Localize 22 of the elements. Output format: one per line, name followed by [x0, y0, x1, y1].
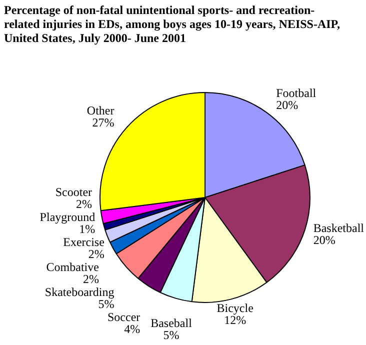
slice-label: Scooter [55, 185, 92, 200]
data-label: 27% [92, 116, 114, 130]
slice-label: Combative [46, 260, 99, 274]
slice-label: Other [86, 104, 114, 118]
slice-label: Baseball [150, 316, 193, 330]
slice-label: Skateboarding [44, 285, 114, 300]
slice-label: Basketball [313, 221, 365, 236]
data-label: 12% [224, 312, 246, 327]
slice-label: Bicycle [216, 300, 254, 315]
chart-title: Percentage of non-fatal unintentional sports- and recreation-related injuries in EDs, among boys ages 10-19 years, NEISS-AIP, United States, July 2000- June 2001 [3, 2, 342, 47]
data-label: 2% [82, 272, 99, 286]
data-label: 1% [79, 222, 96, 236]
data-label: 5% [163, 328, 180, 342]
slice-label: Playground [40, 210, 96, 224]
data-label: 2% [76, 197, 92, 212]
slice-label: Soccer [108, 310, 140, 324]
data-label: 20% [313, 233, 336, 248]
data-label: 20% [276, 98, 298, 112]
data-label: 2% [88, 247, 104, 262]
data-label: 4% [124, 322, 140, 336]
slice-label: Exercise [63, 235, 104, 250]
slice-label: Football [276, 86, 317, 100]
